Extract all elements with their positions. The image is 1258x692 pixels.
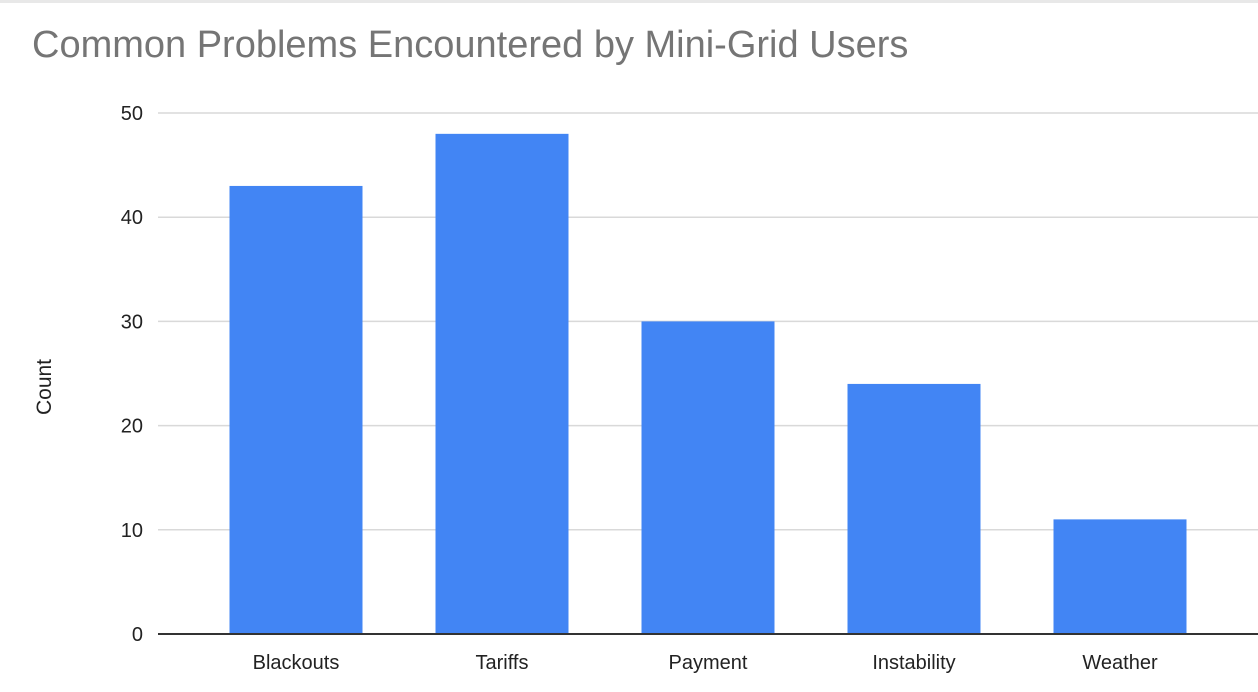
bar-weather [1053, 519, 1187, 634]
y-axis-title: Count [33, 359, 56, 415]
chart-title: Common Problems Encountered by Mini-Grid… [32, 24, 909, 66]
bars [229, 133, 1187, 634]
x-tick-label: Payment [669, 652, 748, 674]
x-axis-ticks: Blackouts Tariffs Payment Instability Weathe… [253, 652, 1158, 674]
y-axis-ticks: 0 10 20 30 40 50 [121, 103, 143, 646]
top-border [0, 0, 1258, 3]
bar-instability [847, 383, 981, 634]
y-tick-label: 10 [121, 520, 143, 542]
bar-tariffs [435, 133, 569, 634]
y-tick-label: 0 [132, 624, 143, 646]
x-tick-label: Blackouts [253, 652, 340, 674]
y-tick-label: 30 [121, 311, 143, 333]
bar-blackouts [229, 185, 363, 634]
y-tick-label: 20 [121, 416, 143, 438]
bar-payment [641, 321, 775, 634]
y-tick-label: 50 [121, 103, 143, 125]
x-tick-label: Weather [1082, 652, 1158, 674]
y-tick-label: 40 [121, 207, 143, 229]
x-tick-label: Tariffs [476, 652, 529, 674]
x-tick-label: Instability [872, 652, 955, 674]
